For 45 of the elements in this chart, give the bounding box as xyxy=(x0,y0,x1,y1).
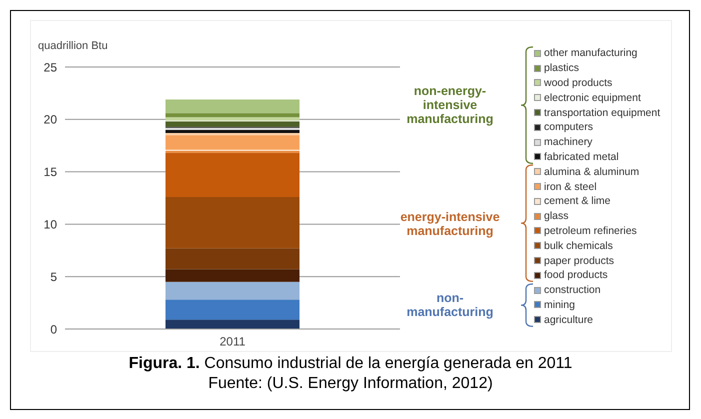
text: non-energy-intensive manufacturing xyxy=(406,84,494,126)
bar xyxy=(166,99,300,114)
legend-label: food products xyxy=(544,269,608,282)
legend-label: computers xyxy=(544,121,594,134)
legend-label: agriculture xyxy=(544,314,594,326)
text: Fuente: (U.S. Energy Information, 2012) xyxy=(207,375,494,393)
bar xyxy=(166,196,300,248)
y-tick-label: 20 xyxy=(44,112,58,127)
y-tick-label: 15 xyxy=(44,165,58,180)
legend-label: machinery xyxy=(544,136,592,148)
legend-label: plastics xyxy=(544,62,580,74)
bar xyxy=(166,282,300,300)
legend-label: petroleum refineries xyxy=(544,224,637,237)
y-tick-label: 5 xyxy=(50,270,58,284)
legend-label: paper products xyxy=(544,254,614,267)
bar xyxy=(166,121,300,127)
bar xyxy=(166,152,300,197)
legend-label: glass xyxy=(544,210,569,222)
bar xyxy=(166,135,300,150)
x-tick-label: 2011 xyxy=(220,334,246,349)
legend-label: electronic equipment xyxy=(544,92,641,104)
bar xyxy=(166,130,300,134)
legend-label: other manufacturing xyxy=(544,47,638,60)
legend-label: fabricated metal xyxy=(544,150,619,163)
legend-label: wood products xyxy=(544,76,612,89)
legend-label: construction xyxy=(544,284,601,296)
y-tick-label: 10 xyxy=(44,217,58,232)
legend-label: bulk chemicals xyxy=(544,240,613,252)
bar xyxy=(166,300,300,320)
text: energy-intensive manufacturing xyxy=(399,210,501,238)
bar xyxy=(166,269,300,282)
y-axis-title: quadrillion Btu xyxy=(38,40,108,52)
legend-label: cement & lime xyxy=(544,195,611,208)
legend-label: mining xyxy=(544,298,575,311)
text: Figura. 1. Consumo industrial de la energía generada en 2011 xyxy=(128,355,574,373)
legend-label: transportation equipment xyxy=(544,106,660,119)
legend-label: iron & steel xyxy=(544,180,597,193)
bar xyxy=(166,117,300,120)
legend-label: alumina & aluminum xyxy=(544,166,640,178)
bar xyxy=(166,320,300,329)
bar xyxy=(166,113,300,118)
y-tick-label: 0 xyxy=(50,322,58,336)
y-tick-label: 25 xyxy=(44,60,58,74)
text: non-manufacturing xyxy=(406,290,494,319)
bar xyxy=(166,248,300,270)
